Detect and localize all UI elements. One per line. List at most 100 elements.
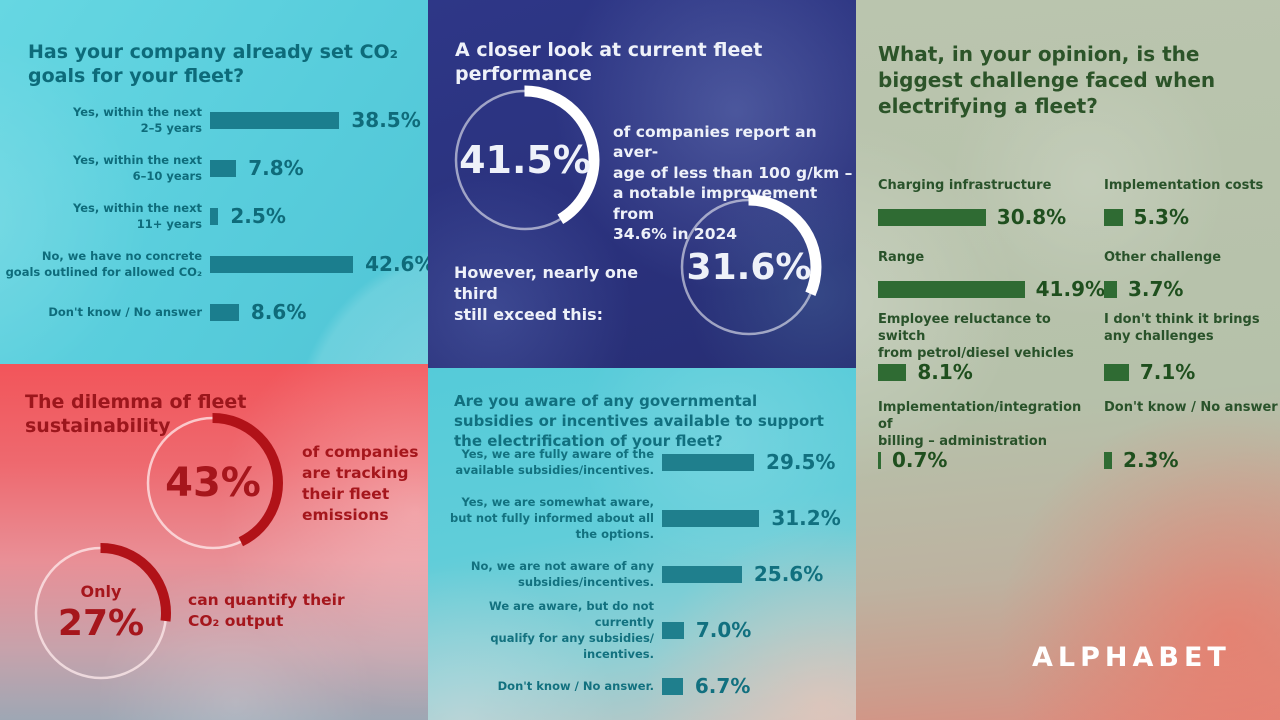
bar-row: Yes, we are fully aware of the available… — [428, 434, 856, 490]
challenge-item: Range 41.9% — [878, 250, 1105, 301]
bar-value: 41.9% — [1035, 277, 1106, 301]
bar — [210, 111, 340, 129]
bar-row: Yes, within the next 11+ years 2.5% — [0, 192, 428, 240]
panel-co2-goals: Has your company already set CO₂ goals f… — [0, 0, 428, 364]
bar-row: 3.7% — [1104, 277, 1280, 301]
bar-value: 7.0% — [695, 618, 752, 642]
panel-subsidy-awareness: Are you aware of any governmental subsid… — [428, 368, 856, 720]
bar-label: Yes, we are fully aware of the available… — [455, 446, 654, 477]
bar — [878, 451, 881, 469]
alphabet-logo: ALPHABET — [1032, 642, 1231, 673]
bar — [662, 621, 684, 639]
stat-value: 31.6% — [686, 246, 812, 288]
bar — [878, 363, 907, 381]
bar-label: We are aware, but do not currently quali… — [489, 598, 654, 662]
bar-value: 8.1% — [917, 360, 973, 384]
panel-sustainability-dilemma: The dilemma of fleet sustainability 43% … — [0, 364, 428, 720]
bar — [662, 453, 755, 471]
bar-row: Don't know / No answer. 6.7% — [428, 658, 856, 714]
bar-label: Don't know / No answer. — [497, 678, 654, 693]
bar-row: 30.8% — [878, 205, 1096, 229]
stat-caption: of companies are tracking their fleet em… — [302, 443, 419, 524]
donut-ring-icon — [143, 413, 283, 553]
donut-stat-41-5: 41.5% — [450, 85, 600, 235]
donut-ring-icon — [450, 85, 600, 235]
stat-caption: can quantify their CO₂ output — [188, 591, 345, 630]
bar — [662, 565, 742, 583]
bar-value: 7.1% — [1139, 360, 1196, 384]
challenge-item: I don't think it brings any challenges 7… — [1104, 312, 1280, 384]
bar-label: Implementation costs — [1104, 178, 1264, 193]
donut-ring-icon — [676, 194, 822, 340]
bar-label: Employee reluctance to switch from petro… — [878, 312, 1074, 361]
bar-row: 8.1% — [878, 360, 1100, 384]
co2-goals-title: Has your company already set CO₂ goals f… — [28, 40, 398, 88]
bar-row: 7.1% — [1104, 360, 1280, 384]
subsidies-title: Are you aware of any governmental subsid… — [454, 392, 824, 451]
donut-stat-27: Only 27% — [30, 542, 172, 684]
panel-fleet-performance: A closer look at current fleet performan… — [428, 0, 856, 368]
bar-value: 6.7% — [694, 674, 751, 698]
bar-row: Don't know / No answer 8.6% — [0, 288, 428, 336]
stat-value: 43% — [165, 460, 261, 506]
dilemma-title: The dilemma of fleet sustainability — [25, 390, 247, 438]
bar-row: 0.7% — [878, 448, 1100, 472]
challenge-item: Implementation/integration of billing – … — [878, 400, 1100, 472]
bar-value: 38.5% — [351, 108, 421, 132]
co2-goals-bar-chart: Yes, within the next 2–5 years 38.5% Yes… — [0, 96, 428, 336]
bar — [662, 677, 683, 695]
donut-stat-43: 43% — [142, 412, 284, 554]
bar-label: Yes, within the next 6–10 years — [72, 152, 202, 183]
stat-prefix: Only — [80, 582, 122, 601]
bar-value: 42.6% — [365, 252, 428, 276]
bar-label: Don't know / No answer — [48, 304, 202, 319]
challenge-item: Charging infrastructure 30.8% — [878, 178, 1096, 229]
bar-value: 3.7% — [1127, 277, 1184, 301]
bar — [210, 255, 354, 273]
bar-label: Yes, we are somewhat aware, but not full… — [449, 494, 654, 542]
fleet-performance-title: A closer look at current fleet performan… — [455, 38, 763, 86]
bar-label: Range — [878, 250, 925, 265]
bar-value: 5.3% — [1133, 205, 1190, 229]
challenge-item: Don't know / No answer 2.3% — [1104, 400, 1280, 472]
bar-value: 7.8% — [248, 156, 304, 180]
bar-row: Yes, within the next 2–5 years 38.5% — [0, 96, 428, 144]
bar-label: Charging infrastructure — [878, 178, 1052, 193]
bar — [210, 159, 237, 177]
bar-value: 8.6% — [250, 300, 307, 324]
bar-row: We are aware, but do not currently quali… — [428, 599, 856, 661]
panel-electrification-challenges: What, in your opinion, is the biggest ch… — [856, 0, 1280, 720]
bar-value: 2.5% — [230, 204, 286, 228]
stat-value: 41.5% — [459, 138, 591, 182]
bar — [1104, 208, 1123, 226]
bar — [1104, 451, 1113, 469]
bar — [878, 280, 1025, 298]
bar-label: Don't know / No answer — [1104, 400, 1278, 415]
bar — [878, 208, 986, 226]
bar-label: I don't think it brings any challenges — [1104, 312, 1260, 344]
bar-label: Other challenge — [1104, 250, 1222, 265]
bar — [210, 303, 239, 321]
bar-row: No, we are not aware of any subsidies/in… — [428, 546, 856, 602]
bar-value: 30.8% — [996, 205, 1067, 229]
bar — [662, 509, 760, 527]
bar — [1104, 280, 1117, 298]
stat-caption: of companies report an aver- age of less… — [613, 123, 853, 244]
bar-label: No, we are not aware of any subsidies/in… — [470, 558, 654, 589]
bar — [1104, 363, 1129, 381]
subsidies-bar-chart: Yes, we are fully aware of the available… — [428, 434, 856, 714]
bar-row: 2.3% — [1104, 448, 1280, 472]
bar-row: No, we have no concrete goals outlined f… — [0, 240, 428, 288]
bar-row: 41.9% — [878, 277, 1105, 301]
bar-label: Yes, within the next 2–5 years — [72, 104, 202, 135]
donut-ring-icon — [31, 543, 171, 683]
challenge-item: Implementation costs 5.3% — [1104, 178, 1280, 229]
bar-label: Implementation/integration of billing – … — [878, 400, 1082, 449]
challenges-title: What, in your opinion, is the biggest ch… — [878, 41, 1216, 118]
bar-row: 5.3% — [1104, 205, 1280, 229]
stat-value: 27% — [57, 603, 145, 644]
bar-value: 31.2% — [771, 506, 841, 530]
bar — [210, 207, 219, 225]
challenge-item: Other challenge 3.7% — [1104, 250, 1280, 301]
